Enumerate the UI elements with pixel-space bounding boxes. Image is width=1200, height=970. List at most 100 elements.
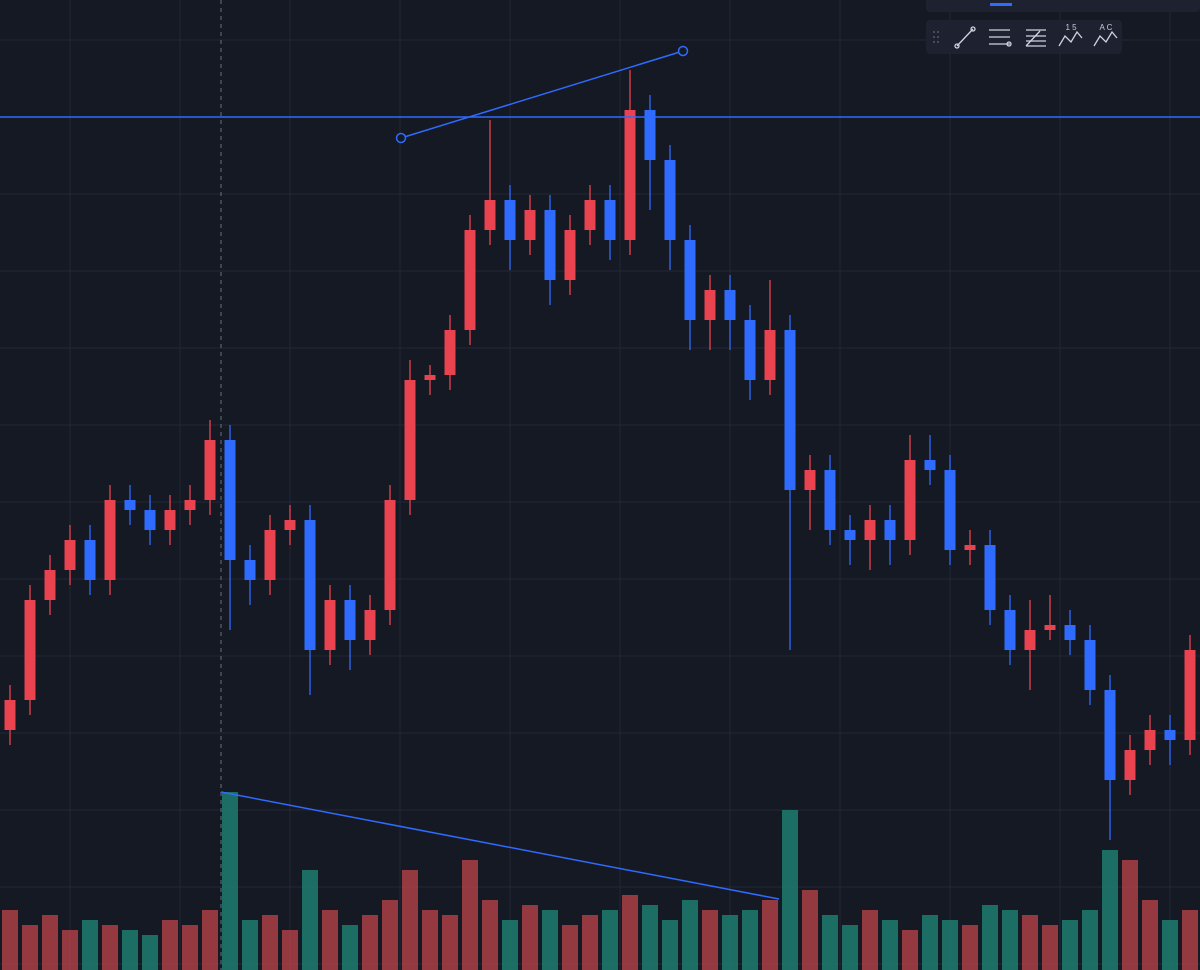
- volume-bar: [62, 930, 78, 970]
- volume-bar: [162, 920, 178, 970]
- toolbar-top: [926, 0, 1200, 12]
- candle-body: [544, 210, 556, 280]
- candle-body: [404, 380, 416, 500]
- candle-body: [644, 110, 656, 160]
- candle-body: [604, 200, 616, 240]
- volume-bar: [702, 910, 718, 970]
- candle-body: [444, 330, 456, 375]
- volume-bar: [22, 925, 38, 970]
- candle-body: [664, 160, 676, 240]
- volume-bar: [582, 915, 598, 970]
- volume-bar: [342, 925, 358, 970]
- candle-body: [584, 200, 596, 230]
- volume-bar: [562, 925, 578, 970]
- volume-bar: [1102, 850, 1118, 970]
- candle-body: [1044, 625, 1056, 630]
- candle-body: [344, 600, 356, 640]
- volume-bar: [922, 915, 938, 970]
- volume-bar: [762, 900, 778, 970]
- candle-body: [484, 200, 496, 230]
- candle-body: [1024, 630, 1036, 650]
- candle-body: [884, 520, 896, 540]
- volume-bar: [942, 920, 958, 970]
- volume-bar: [1142, 900, 1158, 970]
- candle-body: [1064, 625, 1076, 640]
- trend-line-drawing[interactable]: [400, 50, 684, 139]
- candle-body: [1164, 730, 1176, 740]
- abcd-label: A C: [1100, 23, 1113, 32]
- candle-body: [784, 330, 796, 490]
- volume-bar: [502, 920, 518, 970]
- volume-bar: [1082, 910, 1098, 970]
- volume-bar: [862, 910, 878, 970]
- volume-bar: [1022, 915, 1038, 970]
- volume-bar: [682, 900, 698, 970]
- abcd-tool[interactable]: [1093, 30, 1118, 47]
- volume-bar: [722, 915, 738, 970]
- candle-body: [44, 570, 56, 600]
- candle-body: [904, 460, 916, 540]
- plot-area: [2, 70, 1198, 970]
- volume-bar: [182, 925, 198, 970]
- candle-body: [144, 510, 156, 530]
- volume-bar: [482, 900, 498, 970]
- fib-tool[interactable]: [1025, 29, 1046, 47]
- candle-body: [524, 210, 536, 240]
- candle-body: [864, 520, 876, 540]
- trend-line-handle[interactable]: [677, 45, 689, 57]
- candle-body: [684, 240, 696, 320]
- candle-body: [1004, 610, 1016, 650]
- toolbar-active: [990, 3, 1012, 6]
- candle-body: [804, 470, 816, 490]
- candle-body: [564, 230, 576, 280]
- candle-body: [64, 540, 76, 570]
- volume-trend-line-drawing[interactable]: [220, 791, 780, 900]
- candle-body: [424, 375, 436, 380]
- candle-body: [284, 520, 296, 530]
- candle-layer: [4, 70, 1196, 840]
- candle-body: [1184, 650, 1196, 740]
- drag-handle[interactable]: [933, 31, 939, 43]
- candle-body: [624, 110, 636, 240]
- candle-body: [184, 500, 196, 510]
- trend-line-tool[interactable]: [954, 26, 976, 49]
- volume-bar: [662, 920, 678, 970]
- candle-body: [264, 530, 276, 580]
- volume-bar: [302, 870, 318, 970]
- volume-bar: [602, 910, 618, 970]
- candle-body: [1124, 750, 1136, 780]
- volume-bar: [42, 915, 58, 970]
- volume-bar: [1122, 860, 1138, 970]
- pattern-tool[interactable]: [1058, 30, 1083, 47]
- volume-bar: [822, 915, 838, 970]
- toolbar: 1 5 A C: [926, 0, 1200, 54]
- candle-body: [84, 540, 96, 580]
- volume-bar: [802, 890, 818, 970]
- candle-body: [844, 530, 856, 540]
- candle-body: [1084, 640, 1096, 690]
- candle-body: [504, 200, 516, 240]
- volume-bar: [462, 860, 478, 970]
- candle-body: [824, 470, 836, 530]
- volume-bar: [522, 905, 538, 970]
- volume-bar: [422, 910, 438, 970]
- volume-bar: [322, 910, 338, 970]
- parallel-channel-tool[interactable]: [989, 29, 1012, 47]
- volume-bar: [742, 910, 758, 970]
- volume-bar: [202, 910, 218, 970]
- volume-bar: [262, 915, 278, 970]
- volume-bar: [1182, 910, 1198, 970]
- candle-body: [1104, 690, 1116, 780]
- candle-body: [244, 560, 256, 580]
- candle-body: [384, 500, 396, 610]
- volume-bar: [1002, 910, 1018, 970]
- volume-bar: [102, 925, 118, 970]
- volume-bar: [282, 930, 298, 970]
- candle-body: [924, 460, 936, 470]
- trend-line-handle[interactable]: [395, 132, 407, 144]
- candle-body: [964, 545, 976, 550]
- candle-body: [744, 320, 756, 380]
